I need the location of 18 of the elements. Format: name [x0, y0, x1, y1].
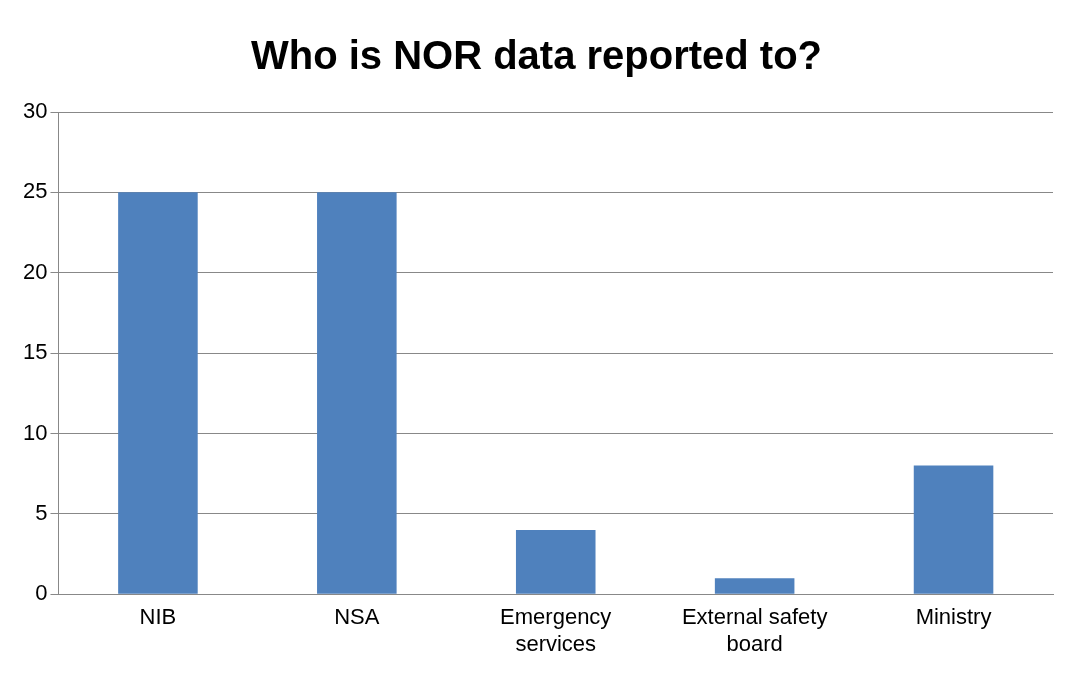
bar [913, 465, 994, 594]
bar [714, 578, 795, 594]
chart-title: Who is NOR data reported to? [250, 33, 823, 78]
y-tick-label: 10 [22, 419, 48, 445]
x-tick-label: NSA [334, 604, 380, 630]
y-tick-label: 25 [22, 178, 48, 204]
bar [515, 529, 596, 594]
x-tick-label: Emergency services [500, 604, 612, 656]
y-tick-label: 15 [22, 339, 48, 365]
y-tick-label: 30 [22, 98, 48, 124]
x-tick-label: NIB [139, 604, 177, 630]
x-tick-label: External safety board [681, 604, 828, 656]
y-tick-label: 0 [35, 580, 48, 606]
bar [317, 192, 397, 594]
y-tick-label: 5 [35, 499, 48, 525]
y-tick-label: 20 [22, 258, 48, 284]
x-tick-label: Ministry [915, 604, 992, 630]
bar [118, 192, 198, 594]
